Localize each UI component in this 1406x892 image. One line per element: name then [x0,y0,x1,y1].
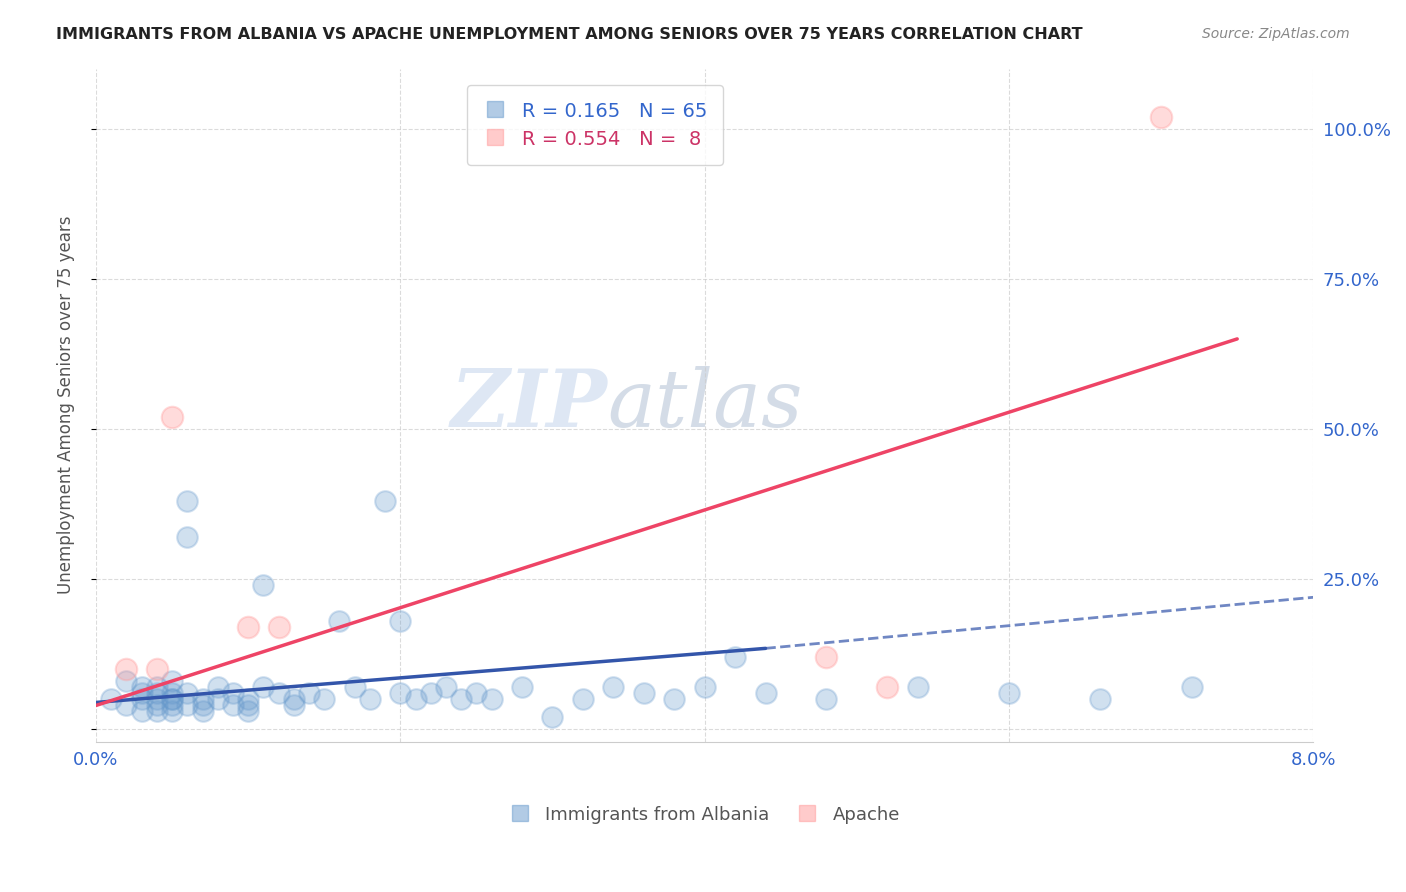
Point [146,698,169,713]
Point [176,698,198,713]
Text: Source: ZipAtlas.com: Source: ZipAtlas.com [1202,27,1350,41]
Point [238,620,260,634]
Point [1150,110,1173,124]
Point [191,698,214,713]
Point [191,705,214,719]
Point [602,681,624,695]
Point [298,686,321,700]
Point [238,698,260,713]
Point [146,662,169,676]
Point [100,692,122,706]
Point [252,681,274,695]
Point [115,698,138,713]
Point [815,692,838,706]
Point [160,692,183,706]
Point [267,686,290,700]
Point [191,692,214,706]
Point [146,705,169,719]
Point [1090,692,1112,706]
Point [207,681,229,695]
Point [419,686,441,700]
Point [633,686,655,700]
Text: IMMIGRANTS FROM ALBANIA VS APACHE UNEMPLOYMENT AMONG SENIORS OVER 75 YEARS CORRE: IMMIGRANTS FROM ALBANIA VS APACHE UNEMPL… [56,27,1083,42]
Point [754,686,776,700]
Point [664,692,686,706]
Point [222,686,245,700]
Point [131,686,153,700]
Point [510,681,533,695]
Point [450,692,472,706]
Point [541,710,564,724]
Point [815,650,838,665]
Point [572,692,595,706]
Legend: Immigrants from Albania, Apache: Immigrants from Albania, Apache [502,797,907,831]
Point [328,615,350,629]
Point [374,494,396,508]
Point [343,681,366,695]
Point [131,681,153,695]
Point [115,674,138,689]
Point [283,692,305,706]
Point [146,692,169,706]
Point [131,705,153,719]
Point [222,698,245,713]
Point [146,686,169,700]
Point [160,686,183,700]
Point [176,530,198,544]
Y-axis label: Unemployment Among Seniors over 75 years: Unemployment Among Seniors over 75 years [58,216,75,594]
Point [176,494,198,508]
Point [160,410,183,425]
Text: atlas: atlas [607,367,803,443]
Point [238,692,260,706]
Point [359,692,381,706]
Point [238,705,260,719]
Point [160,674,183,689]
Point [131,692,153,706]
Point [283,698,305,713]
Point [314,692,336,706]
Point [207,692,229,706]
Point [693,681,716,695]
Point [465,686,488,700]
Point [252,578,274,592]
Point [434,681,457,695]
Point [907,681,929,695]
Point [405,692,427,706]
Point [267,620,290,634]
Point [1180,681,1202,695]
Point [160,705,183,719]
Point [724,650,747,665]
Point [389,686,412,700]
Point [876,681,898,695]
Point [176,686,198,700]
Point [160,698,183,713]
Point [481,692,503,706]
Point [998,686,1021,700]
Point [146,681,169,695]
Point [115,662,138,676]
Text: ZIP: ZIP [450,367,607,443]
Point [389,615,412,629]
Point [160,692,183,706]
